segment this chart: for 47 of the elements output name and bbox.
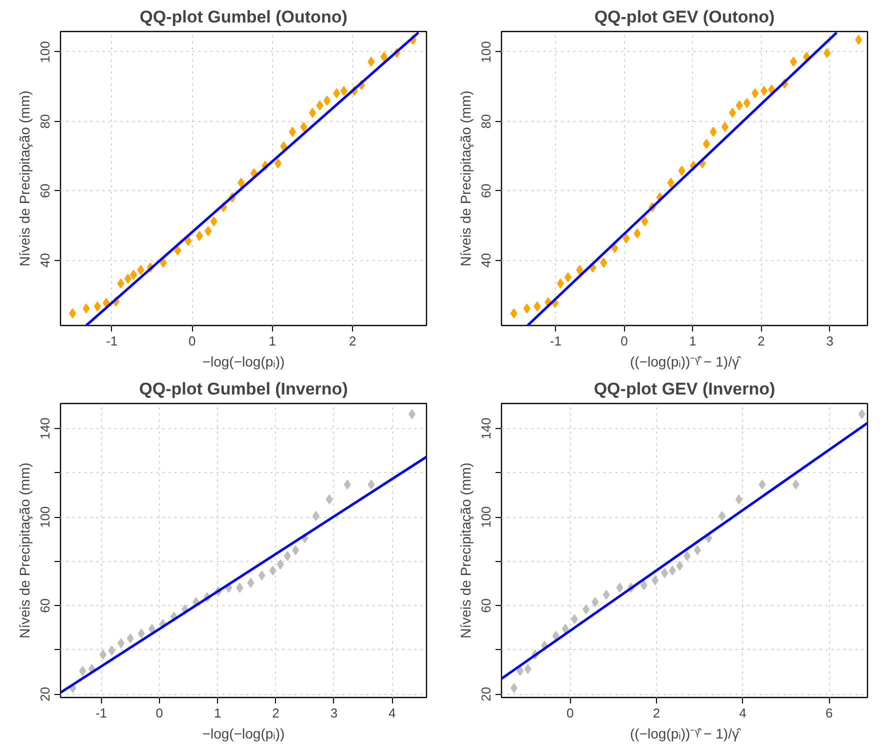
x-tick-label: 4	[388, 706, 396, 720]
x-tick-label: 2	[272, 706, 280, 720]
x-tick-label: 3	[826, 334, 834, 348]
x-tick-label: -1	[95, 706, 108, 720]
x-tick-label: 0	[188, 334, 196, 348]
x-tick-label: 0	[620, 334, 628, 348]
x-tick-label: 1	[214, 706, 222, 720]
y-tick-label: 140	[38, 418, 52, 440]
y-tick-label: 40	[478, 253, 494, 268]
y-axis-title: Níveis de Precipitação (mm)	[458, 90, 474, 266]
x-tick-label: -1	[106, 334, 118, 348]
x-axis-title: −log(−log(pᵢ))	[202, 354, 285, 370]
y-tick-label: 100	[38, 41, 52, 63]
y-tick-label: 60	[478, 598, 494, 613]
x-tick-label: 2	[652, 706, 660, 720]
x-axis-title: ((−log(pᵢ))⁻ᵞ̂ − 1)/γ̂	[630, 354, 742, 370]
x-tick-label: 3	[330, 706, 338, 720]
x-tick-label: 6	[825, 706, 833, 720]
x-tick-label: -1	[550, 334, 562, 348]
y-axis-title: Níveis de Precipitação (mm)	[16, 462, 32, 638]
y-tick-label: 20	[38, 686, 52, 702]
y-axis-title: Níveis de Precipitação (mm)	[458, 462, 474, 638]
y-tick-label: 80	[38, 114, 52, 129]
x-tick-label: 0	[566, 706, 574, 720]
x-tick-label: 0	[156, 706, 164, 720]
y-tick-label: 40	[38, 253, 52, 268]
x-tick-label: 1	[689, 334, 696, 348]
y-tick-label: 60	[38, 598, 52, 613]
y-tick-label: 100	[478, 506, 494, 528]
y-tick-label: 60	[478, 184, 494, 198]
x-axis-title: ((−log(pᵢ))⁻ᵞ̂ − 1)/γ̂	[630, 726, 742, 742]
y-tick-label: 100	[38, 506, 52, 528]
y-tick-label: 80	[478, 114, 494, 129]
chart-title: QQ-plot Gumbel (Outono)	[140, 8, 348, 26]
x-tick-label: 4	[739, 706, 746, 720]
chart-title: QQ-plot GEV (Inverno)	[594, 380, 776, 398]
y-axis-title: Níveis de Precipitação (mm)	[16, 90, 32, 266]
chart-title: QQ-plot Gumbel (Inverno)	[139, 380, 348, 398]
x-tick-label: 2	[349, 334, 356, 348]
x-axis-title: −log(−log(pᵢ))	[202, 726, 285, 742]
y-tick-label: 20	[478, 686, 494, 702]
chart-title: QQ-plot GEV (Outono)	[594, 8, 775, 26]
y-tick-label: 60	[38, 184, 52, 198]
x-tick-label: 1	[268, 334, 276, 348]
y-tick-label: 100	[478, 41, 494, 63]
x-tick-label: 2	[758, 334, 765, 348]
y-tick-label: 140	[478, 418, 494, 440]
